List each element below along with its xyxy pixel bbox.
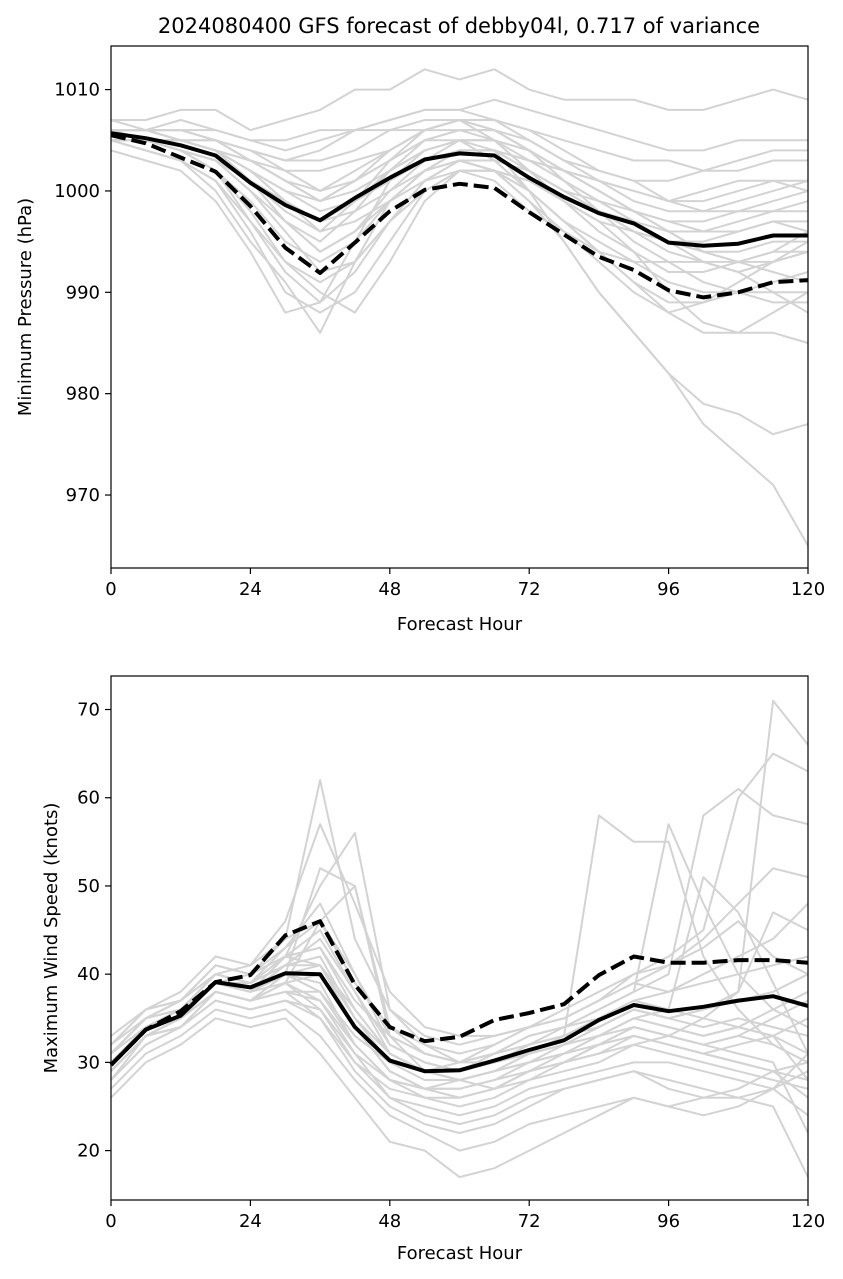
wind-member-line-2 [110,752,809,1046]
pressure-x-tick-label: 48 [378,579,401,600]
wind-member-line-27 [110,946,809,1064]
pressure-x-tick-label: 0 [105,579,116,600]
pressure-member-line-23 [111,119,808,304]
pressure-plot-area [111,46,808,568]
pressure-member-line-1 [111,68,809,132]
pressure-x-tick-label: 96 [657,579,680,600]
pressure-y-tick-label: 1010 [54,80,100,101]
pressure-y-tick-label: 1000 [54,181,100,202]
pressure-y-tick-label: 970 [66,485,100,506]
wind-x-axis-label: Forecast Hour [397,1243,523,1264]
wind-member-line-25 [110,982,809,1099]
wind-y-tick-label: 40 [77,964,100,985]
pressure-main-lines [110,131,809,300]
pressure-panel: 0 24 48 72 96 120 970 980 990 1000 1010 Forecast … [15,45,825,635]
wind-main-lines [109,919,809,1074]
wind-member-line-22 [110,982,809,1126]
wind-x-tick-label: 72 [518,1211,541,1232]
pressure-member-lines [110,68,809,547]
wind-x-tick-label: 48 [378,1211,401,1232]
pressure-x-tick-label: 72 [518,579,541,600]
wind-y-tick-label: 70 [77,700,100,721]
wind-y-ticks: 20 30 40 50 60 70 [77,700,111,1162]
pressure-dashed-line [110,133,809,300]
pressure-x-tick-label: 120 [791,579,825,600]
pressure-y-tick-label: 990 [66,282,100,303]
wind-member-line-28 [110,920,809,1055]
pressure-member-line-20 [110,108,809,213]
pressure-x-ticks: 0 24 48 72 96 120 [105,568,825,600]
wind-y-tick-label: 60 [77,788,100,809]
pressure-y-ticks: 970 980 990 1000 1010 [54,80,111,506]
pressure-y-tick-label: 980 [66,384,100,405]
pressure-axes-frame [110,45,809,569]
wind-member-line-23 [110,1008,809,1152]
wind-y-axis-label: Maximum Wind Speed (knots) [41,803,62,1074]
wind-x-ticks: 0 24 48 72 96 120 [105,1200,825,1232]
wind-x-tick-label: 24 [239,1211,262,1232]
pressure-x-axis-label: Forecast Hour [397,614,523,635]
pressure-member-line-26 [111,129,808,233]
wind-y-tick-label: 50 [77,876,100,897]
pressure-solid-line [110,131,808,248]
wind-member-line-26 [110,1017,809,1179]
wind-y-tick-label: 30 [77,1052,100,1073]
wind-x-tick-label: 96 [657,1211,680,1232]
pressure-member-line-27 [111,139,808,243]
pressure-x-tick-label: 24 [239,579,262,600]
pressure-member-line-16 [111,129,808,273]
wind-solid-line [109,971,809,1074]
wind-x-tick-label: 120 [791,1211,825,1232]
wind-dashed-line [109,919,809,1067]
wind-axes-frame [110,675,809,1201]
pressure-member-line-25 [110,129,809,263]
wind-member-line-18 [110,999,809,1117]
wind-y-tick-label: 20 [77,1141,100,1162]
wind-x-tick-label: 0 [105,1211,116,1232]
figure-title: 2024080400 GFS forecast of debby04l, 0.7… [158,14,760,38]
pressure-y-axis-label: Minimum Pressure (hPa) [15,198,36,416]
